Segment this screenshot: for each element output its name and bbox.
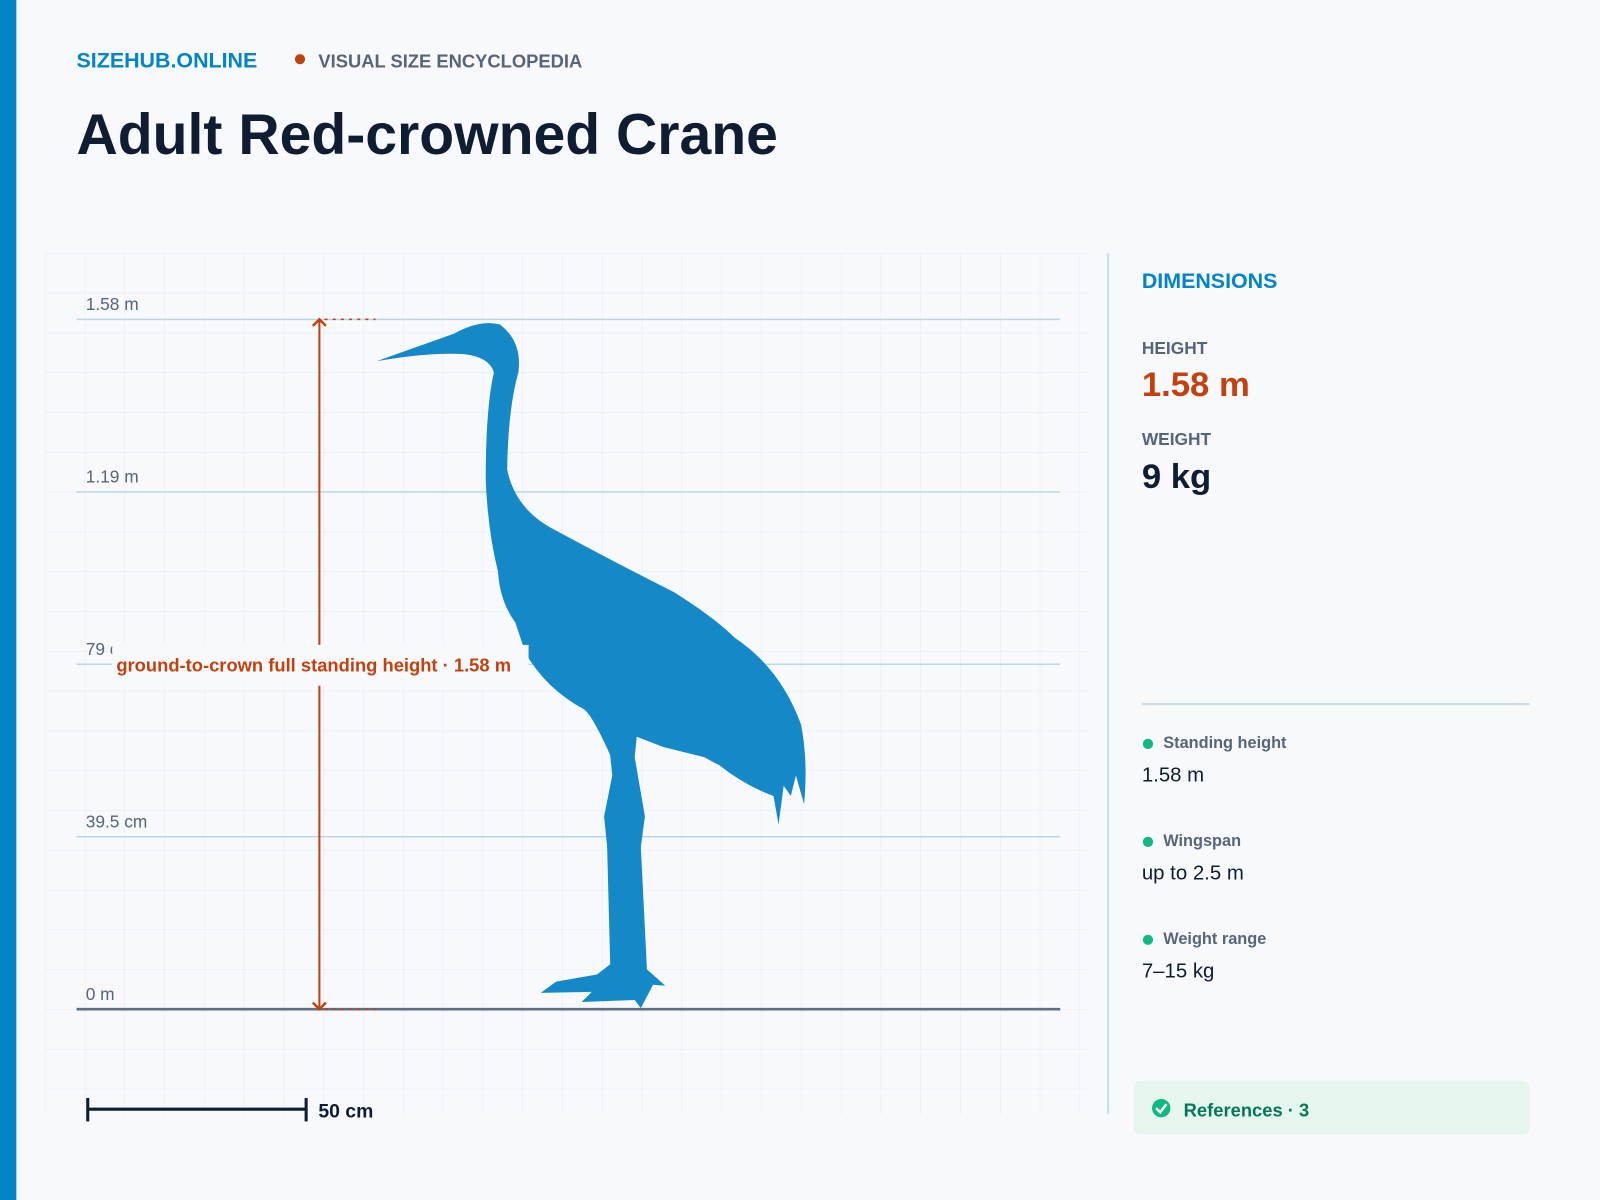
fact: Wingspan up to 2.5 m [1142,832,1244,885]
page-title: Adult Red-crowned Crane [77,103,778,167]
stat-label: HEIGHT [1142,338,1208,358]
stat-value: 1.58 m [1142,366,1250,404]
fact-value: 1.58 m [1142,765,1204,787]
fact: Weight range 7–15 kg [1142,930,1266,983]
height-annotation: ground-to-crown full standing height · 1… [116,654,511,675]
annotation-bg [112,644,529,686]
fact-label: Wingspan [1163,832,1241,850]
panel-heading: DIMENSIONS [1142,269,1278,293]
ruler-label: 39.5 cm [86,812,148,832]
ruler-label: 1.58 m [86,294,139,314]
stat-value: 9 kg [1142,458,1211,496]
tagline: VISUAL SIZE ENCYCLOPEDIA [318,50,582,71]
brand: SIZEHUB.ONLINE [77,48,258,72]
ruler-label: 0 m [86,984,115,1004]
fact-value: 7–15 kg [1142,961,1215,983]
scale-bar [86,1097,308,1122]
accent-bar [0,0,17,1200]
references-label[interactable]: References · 3 [1184,1099,1310,1120]
references-badge[interactable]: References · 3 [1133,1080,1530,1135]
stat-label: WEIGHT [1142,429,1212,449]
crane-silhouette [376,323,806,1009]
fact-value: up to 2.5 m [1142,863,1244,885]
scale-label: 50 cm [318,1100,373,1122]
separator-dot [294,54,306,65]
fact-label: Standing height [1163,734,1287,752]
fact-label: Weight range [1163,930,1266,948]
ruler-label: 1.19 m [86,467,139,487]
fact: Standing height 1.58 m [1142,734,1287,787]
